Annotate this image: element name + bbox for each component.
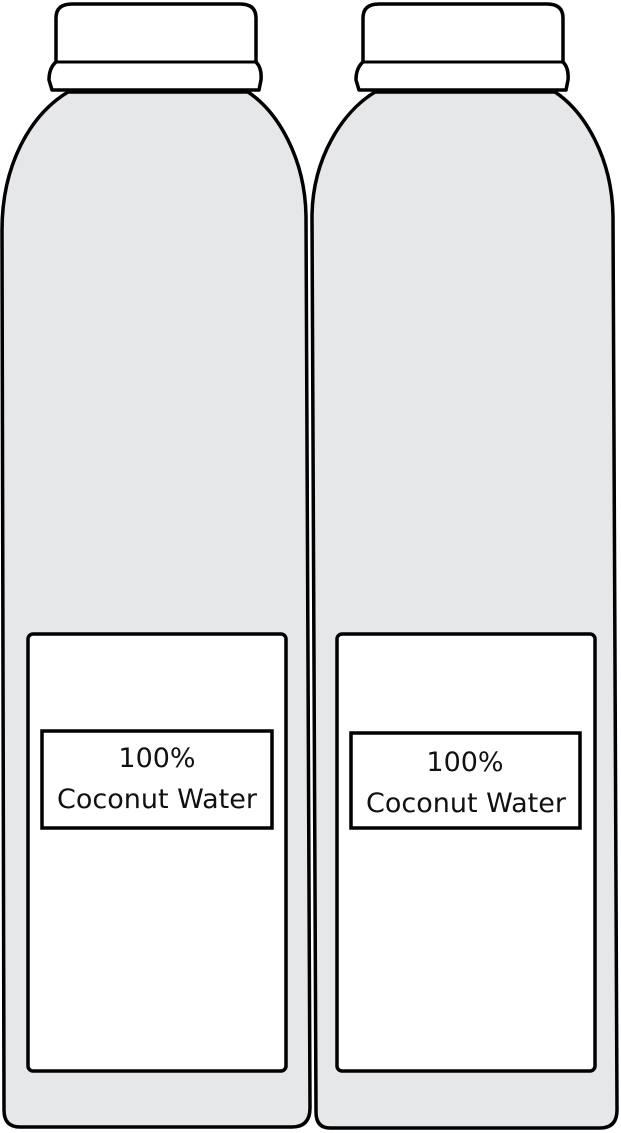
bottle-left-label-line2: Coconut Water: [57, 784, 258, 815]
bottle-right-label-box: [349, 731, 582, 830]
bottle-left-label-line1: 100%: [118, 743, 195, 774]
bottle-left-label-box: [40, 729, 274, 830]
bottle-right-cap: [354, 2, 570, 92]
bottle-left-label-panel: [26, 632, 288, 1073]
bottle-right: 100% Coconut Water: [310, 2, 619, 1130]
bottle-right-label-line2: Coconut Water: [366, 788, 567, 819]
bottle-left: 100% Coconut Water: [0, 2, 312, 1129]
bottle-right-label-line1: 100%: [426, 747, 503, 778]
bottle-right-label-panel: [335, 632, 597, 1073]
bottle-left-cap: [47, 2, 263, 92]
